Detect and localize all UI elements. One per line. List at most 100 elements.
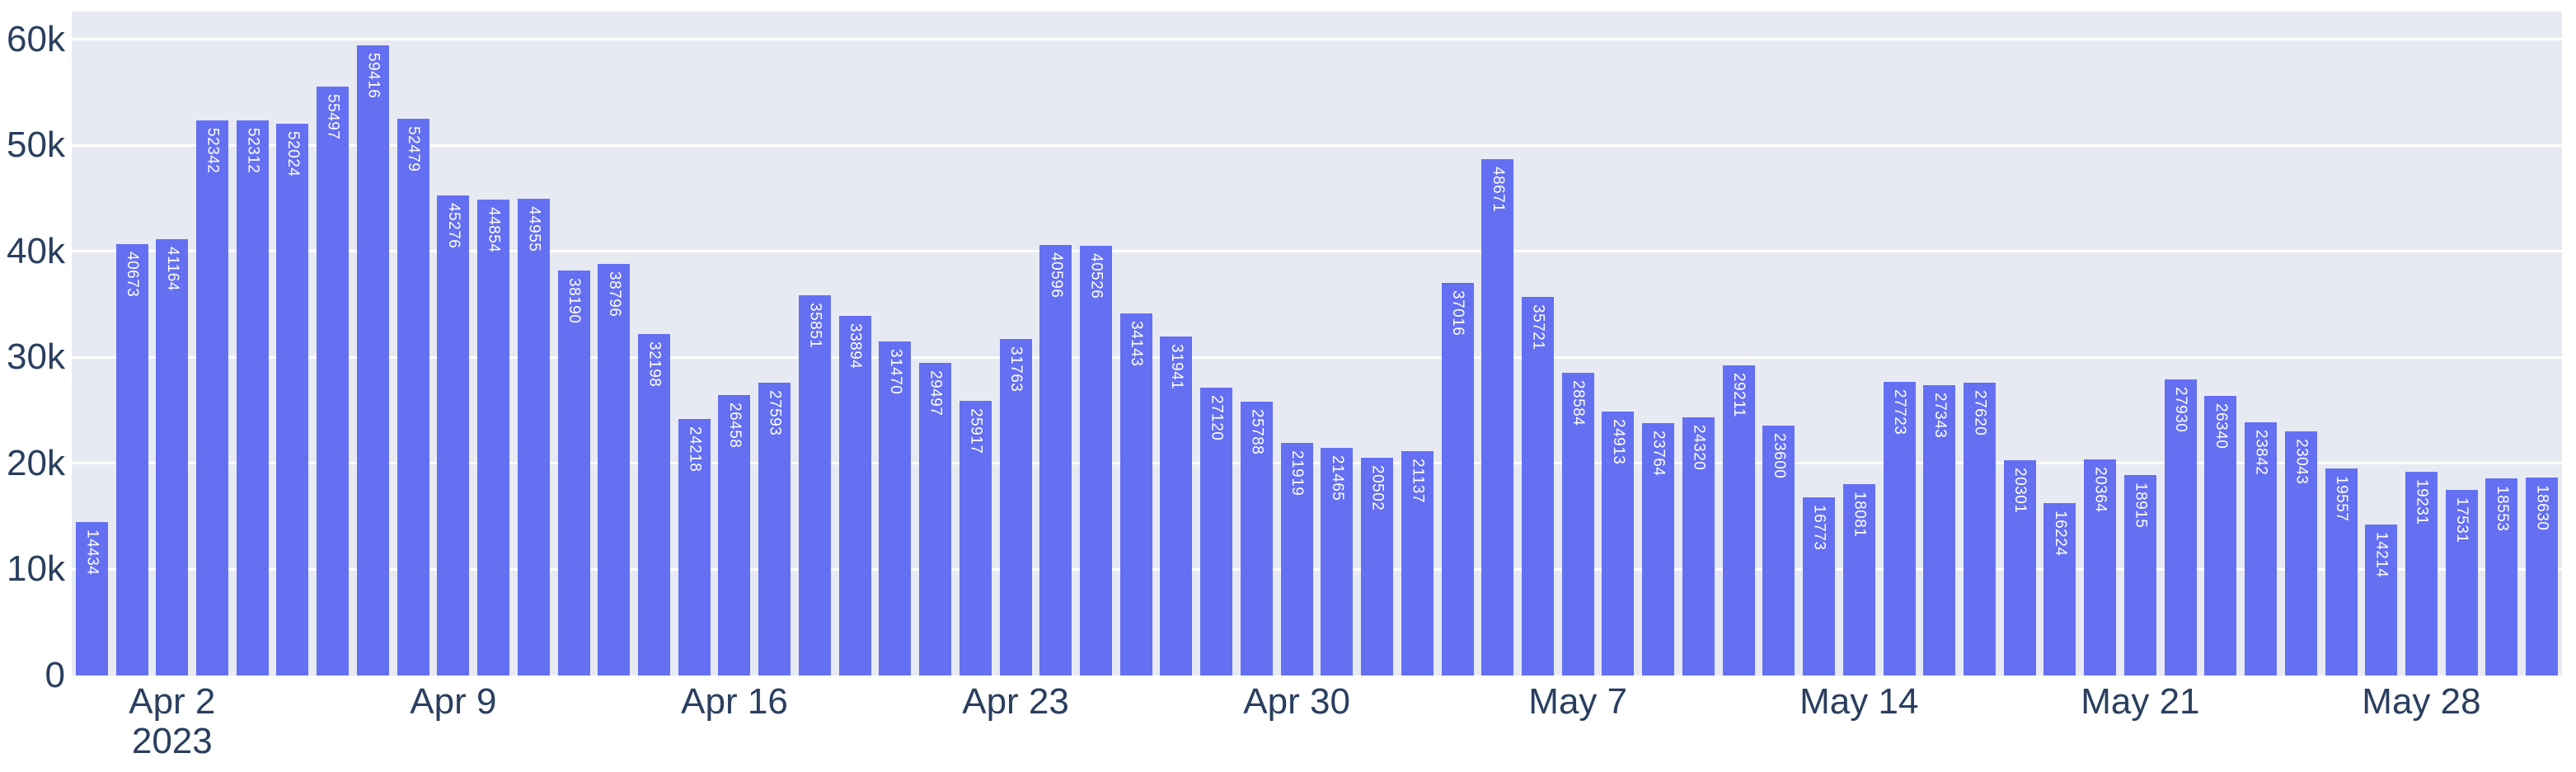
bar-6[interactable]: 55497: [317, 87, 350, 676]
gridline-50k: [72, 144, 2562, 147]
x-tick-may-28: May 28: [2362, 682, 2480, 722]
bar-value-label: 38796: [605, 271, 623, 318]
bar-10[interactable]: 44854: [477, 200, 510, 676]
bar-value-label: 37016: [1449, 290, 1467, 337]
bar-53[interactable]: 26340: [2204, 396, 2237, 676]
bar-42[interactable]: 23600: [1762, 426, 1795, 676]
y-tick-60k: 60k: [7, 18, 65, 59]
bar-value-label: 16773: [1810, 505, 1828, 551]
bar-value-label: 21919: [1288, 450, 1307, 497]
bar-47[interactable]: 27620: [1963, 383, 1996, 676]
bar-22[interactable]: 25917: [959, 401, 992, 676]
bar-39[interactable]: 23764: [1642, 423, 1675, 676]
bar-52[interactable]: 27930: [2164, 379, 2197, 676]
plot-area[interactable]: 14434 40673 41164 52342 52312 52024 55497 59416…: [72, 12, 2562, 676]
bar-48[interactable]: 20301: [2003, 460, 2036, 676]
bar-37[interactable]: 28584: [1561, 373, 1594, 676]
bar-value-label: 41164: [163, 247, 181, 291]
x-tick-apr-9: Apr 9: [410, 682, 496, 722]
bar-value-label: 27723: [1891, 389, 1909, 435]
bar-17[interactable]: 27593: [758, 383, 791, 676]
bar-44[interactable]: 18081: [1842, 484, 1875, 676]
bar-61[interactable]: 18630: [2526, 478, 2559, 676]
bar-value-label: 44955: [525, 206, 543, 252]
x-tick-label-text: May 28: [2362, 681, 2481, 722]
bar-25[interactable]: 40526: [1080, 246, 1112, 676]
x-tick-label-text: Apr 9: [410, 681, 497, 722]
bar-58[interactable]: 19231: [2405, 472, 2438, 676]
bar-24[interactable]: 40596: [1039, 245, 1072, 676]
bar-50[interactable]: 20364: [2084, 459, 2117, 676]
y-tick-40k: 40k: [7, 230, 65, 271]
bar-54[interactable]: 23842: [2245, 422, 2278, 676]
bar-23[interactable]: 31763: [999, 339, 1032, 676]
bar-49[interactable]: 16224: [2043, 503, 2076, 676]
bar-21[interactable]: 29497: [919, 363, 952, 676]
bar-45[interactable]: 27723: [1883, 382, 1916, 676]
bar-28[interactable]: 27120: [1200, 388, 1233, 676]
bar-35[interactable]: 48671: [1481, 159, 1514, 676]
x-tick-label-text: Apr 16: [681, 681, 788, 722]
bar-56[interactable]: 19557: [2325, 468, 2358, 676]
bar-value-label: 24218: [686, 426, 704, 473]
bar-20[interactable]: 31470: [879, 341, 912, 676]
bar-4[interactable]: 52312: [236, 120, 269, 676]
bar-value-label: 20364: [2091, 467, 2109, 513]
bar-0[interactable]: 14434: [75, 522, 108, 676]
bar-value-label: 31941: [1167, 344, 1185, 390]
bar-30[interactable]: 21919: [1280, 443, 1313, 676]
bar-60[interactable]: 18553: [2485, 478, 2518, 676]
bar-value-label: 18081: [1851, 492, 1869, 538]
bar-7[interactable]: 59416: [356, 45, 389, 676]
bar-value-label: 28584: [1570, 380, 1588, 426]
bar-26[interactable]: 34143: [1119, 313, 1152, 676]
x-tick-label-text: May 14: [1799, 681, 1919, 722]
bar-value-label: 19231: [2413, 479, 2431, 525]
bar-36[interactable]: 35721: [1521, 297, 1554, 676]
bar-41[interactable]: 29211: [1722, 365, 1755, 676]
x-tick-apr-30: Apr 30: [1243, 682, 1350, 722]
bar-1[interactable]: 40673: [115, 244, 148, 676]
bar-29[interactable]: 25788: [1240, 402, 1273, 676]
bar-11[interactable]: 44955: [517, 199, 550, 676]
bar-value-label: 40526: [1087, 253, 1105, 299]
gridline-60k: [72, 38, 2562, 41]
bar-31[interactable]: 21465: [1321, 448, 1354, 676]
bar-19[interactable]: 33894: [838, 316, 871, 676]
bar-15[interactable]: 24218: [678, 419, 711, 676]
bar-32[interactable]: 20502: [1361, 458, 1394, 676]
bar-14[interactable]: 32198: [638, 334, 671, 676]
x-tick-may-14: May 14: [1799, 682, 1918, 722]
bar-51[interactable]: 18915: [2123, 475, 2156, 676]
bar-9[interactable]: 45276: [437, 195, 470, 676]
bar-27[interactable]: 31941: [1160, 337, 1193, 676]
x-tick-label-text: Apr 2: [129, 681, 216, 722]
bar-55[interactable]: 23043: [2284, 431, 2317, 676]
bar-59[interactable]: 17531: [2445, 490, 2478, 676]
bar-value-label: 23842: [2252, 430, 2270, 476]
bar-12[interactable]: 38190: [557, 271, 590, 676]
x-tick-may-7: May 7: [1528, 682, 1627, 722]
bar-38[interactable]: 24913: [1602, 412, 1635, 676]
bar-3[interactable]: 52342: [196, 120, 229, 676]
bar-5[interactable]: 52024: [276, 124, 309, 676]
bar-8[interactable]: 52479: [396, 119, 429, 676]
bar-43[interactable]: 16773: [1803, 497, 1836, 676]
y-tick-10k: 10k: [7, 548, 65, 590]
bar-value-label: 31763: [1007, 346, 1025, 393]
x-tick-may-21: May 21: [2081, 682, 2199, 722]
bar-16[interactable]: 26458: [718, 395, 751, 676]
bar-13[interactable]: 38796: [598, 264, 631, 676]
bar-57[interactable]: 14214: [2365, 525, 2398, 676]
bar-value-label: 38190: [565, 278, 584, 324]
bar-value-label: 32198: [645, 341, 664, 388]
bar-2[interactable]: 41164: [156, 239, 189, 676]
bar-18[interactable]: 35851: [798, 295, 831, 676]
bar-40[interactable]: 24320: [1682, 417, 1715, 676]
bar-value-label: 25788: [1248, 409, 1266, 455]
bar-value-label: 20301: [2011, 468, 2029, 514]
bar-value-label: 25917: [967, 408, 985, 454]
bar-46[interactable]: 27343: [1923, 385, 1956, 676]
bar-34[interactable]: 37016: [1441, 283, 1474, 676]
bar-33[interactable]: 21137: [1401, 451, 1433, 676]
